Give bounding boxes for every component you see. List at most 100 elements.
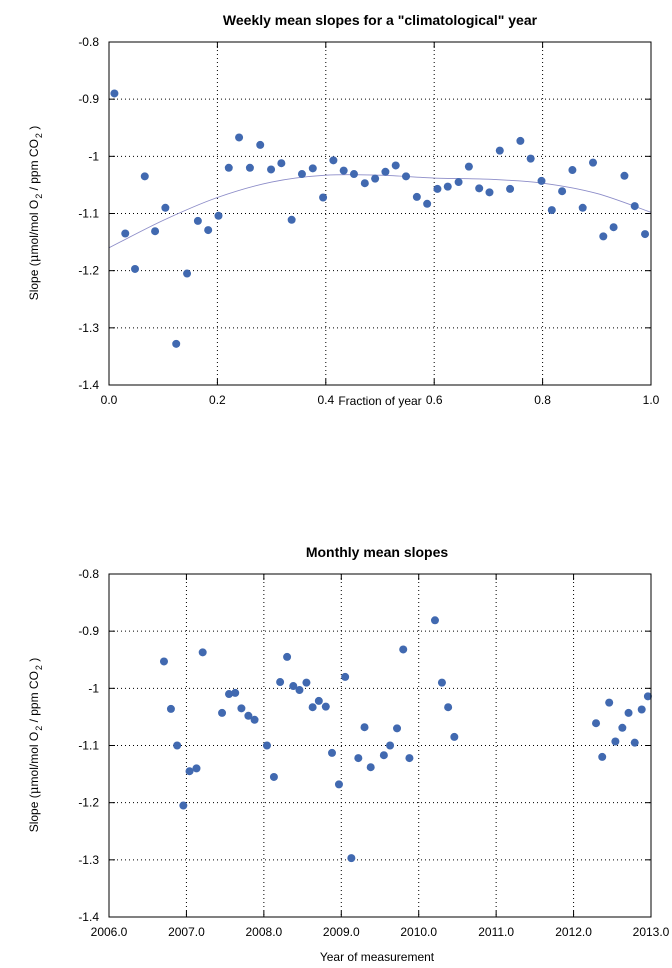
data-point (371, 174, 380, 183)
data-point (637, 705, 646, 714)
data-point (599, 232, 608, 241)
y-label-subscript: 2 (34, 726, 44, 731)
y-axis-label: Slope (μmol/mol O2 / ppm CO2 ) (27, 126, 44, 301)
plot-frame (108, 41, 652, 386)
data-point (224, 163, 233, 172)
data-point (193, 216, 202, 225)
data-point (151, 227, 160, 236)
y-tick-label: -0.9 (78, 92, 99, 106)
data-point (289, 682, 298, 691)
data-point (302, 678, 311, 687)
data-point (166, 704, 175, 713)
data-point (598, 752, 607, 761)
x-tick-label: 2010.0 (400, 925, 437, 939)
data-point (516, 136, 525, 145)
data-point (437, 678, 446, 687)
data-point (641, 230, 650, 239)
data-point (379, 751, 388, 760)
x-tick-label: 2012.0 (555, 925, 592, 939)
y-label-part: Slope ( (27, 794, 41, 832)
data-point (643, 692, 652, 701)
chart-title: Monthly mean slopes (306, 544, 449, 560)
x-tick-label: 2009.0 (323, 925, 360, 939)
data-point (179, 801, 188, 810)
y-tick-label: -1 (88, 149, 99, 163)
data-point (402, 172, 411, 181)
data-points (110, 89, 650, 348)
data-point (214, 211, 223, 220)
data-point (347, 854, 356, 863)
data-point (630, 738, 639, 747)
y-label-part: ) (27, 658, 41, 665)
x-tick-label: 2006.0 (91, 925, 128, 939)
gridlines (108, 41, 652, 386)
x-tick-label: 1.0 (643, 393, 660, 407)
data-point (386, 741, 395, 750)
data-point (360, 723, 369, 732)
data-point (547, 206, 556, 215)
data-point (506, 184, 515, 193)
y-tick-label: -1.1 (78, 739, 99, 753)
y-tick-label: -1.2 (78, 796, 99, 810)
y-label-part: mol/mol O (27, 200, 41, 255)
y-tick-label: -0.8 (78, 35, 99, 49)
data-point (245, 163, 254, 172)
data-point (558, 187, 567, 196)
data-point (589, 158, 598, 167)
y-label-part: ) (27, 126, 41, 133)
data-point (568, 166, 577, 175)
data-point (611, 737, 620, 746)
data-point (578, 203, 587, 212)
x-axis-label: Year of measurement (320, 950, 435, 964)
data-point (381, 167, 390, 176)
y-tick-label: -0.8 (78, 567, 99, 581)
data-point (140, 172, 149, 181)
data-point (341, 672, 350, 681)
data-point (327, 748, 336, 757)
y-label-part: mol/mol O (27, 732, 41, 787)
data-point (250, 715, 259, 724)
data-point (526, 154, 535, 163)
x-tick-label: 0.0 (101, 393, 118, 407)
data-point (620, 171, 629, 180)
data-point (485, 188, 494, 197)
data-point (218, 708, 227, 717)
gridlines (108, 573, 652, 918)
data-point (121, 229, 130, 238)
y-label-part: / ppm CO (27, 139, 41, 194)
data-point (131, 264, 140, 273)
data-point (287, 215, 296, 224)
data-point (329, 156, 338, 165)
data-point (192, 764, 201, 773)
y-tick-label: -1.4 (78, 378, 99, 392)
data-point (231, 688, 240, 697)
data-point (276, 678, 285, 687)
data-point (495, 146, 504, 155)
data-point (412, 192, 421, 201)
data-point (256, 140, 265, 149)
fit-curve (108, 174, 652, 249)
data-point (475, 184, 484, 193)
data-point (430, 616, 439, 625)
x-tick-label: 2008.0 (246, 925, 283, 939)
y-label-subscript: 2 (34, 133, 44, 138)
data-point (173, 741, 182, 750)
y-axis-label: Slope (μmol/mol O2 / ppm CO2 ) (27, 658, 44, 833)
data-point (537, 176, 546, 185)
data-point (161, 203, 170, 212)
data-point (443, 182, 452, 191)
data-point (423, 199, 432, 208)
tick-labels: 2006.0 2007.0 2008.0 2009.0 2010.0 2011.0 2012… (78, 567, 669, 939)
y-label-part: μ (27, 254, 41, 262)
data-point (295, 686, 304, 695)
y-tick-label: -1.2 (78, 264, 99, 278)
data-points (159, 616, 652, 863)
y-label-part: Slope ( (27, 262, 41, 300)
x-tick-label: 0.4 (317, 393, 334, 407)
y-tick-label: -1.4 (78, 910, 99, 924)
y-label-part: μ (27, 786, 41, 794)
data-point (450, 732, 459, 741)
y-tick-label: -1.1 (78, 207, 99, 221)
y-tick-label: -0.9 (78, 624, 99, 638)
